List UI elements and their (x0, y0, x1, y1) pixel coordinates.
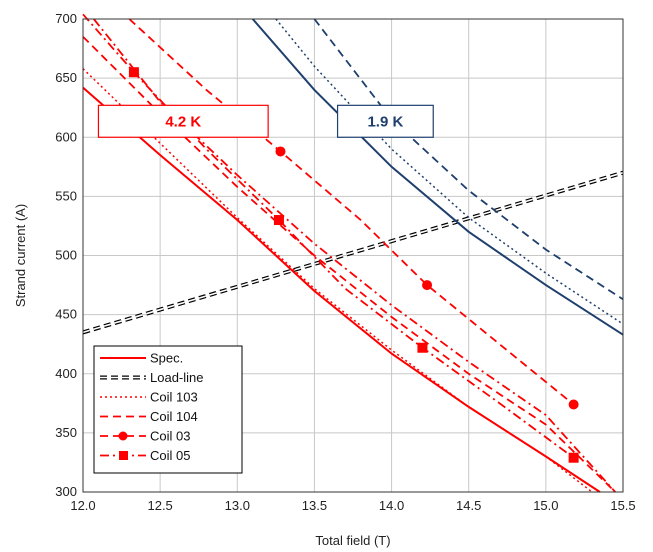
y-tick-label-0: 300 (55, 484, 77, 499)
series-line-coil-104 (82, 36, 616, 493)
legend-label-coil-104: Coil 104 (150, 409, 198, 424)
x-tick-label-4: 14.0 (379, 498, 404, 513)
y-tick-label-4: 500 (55, 248, 77, 263)
x-tick-label-5: 14.5 (456, 498, 481, 513)
plot-frame (82, 18, 624, 493)
legend-marker-coil-05 (119, 451, 128, 460)
x-tick-label-3: 13.5 (302, 498, 327, 513)
x-tick-label-2: 13.0 (225, 498, 250, 513)
legend-label-spec: Spec. (150, 351, 183, 366)
marker-coil-03-2 (568, 399, 579, 410)
x-tick-label-0: 12.0 (70, 498, 95, 513)
x-tick-label-6: 15.0 (533, 498, 558, 513)
y-tick-label-3: 450 (55, 307, 77, 322)
annotation-label-0: 4.2 K (165, 113, 201, 130)
series-line-coil-103 (82, 68, 593, 493)
y-tick-label-1: 350 (55, 425, 77, 440)
x-tick-labels: 12.0 12.5 13.0 13.5 14.0 14.5 15.0 15.5 (70, 498, 635, 513)
series-line-unlabeled-8 (275, 18, 624, 325)
series-line-unlabeled-6 (93, 18, 616, 493)
marker-coil-05-3 (568, 452, 579, 463)
marker-layer (128, 67, 579, 463)
annotation-box-0 (97, 104, 269, 138)
legend-marker-coil-03 (118, 431, 128, 441)
y-tick-label-5: 550 (55, 188, 77, 203)
marker-coil-05-1 (273, 215, 284, 226)
legend-box (93, 345, 243, 474)
x-tick-label-7: 15.5 (610, 498, 635, 513)
y-tick-labels: 300 350 400 450 500 550 600 650 700 (55, 11, 77, 499)
annotation-box-1 (336, 104, 434, 138)
marker-coil-05-2 (417, 342, 428, 353)
legend-label-load-line: Load-line (150, 370, 204, 385)
marker-coil-03-0 (275, 146, 286, 157)
legend-label-coil-03: Coil 03 (150, 429, 190, 444)
series-line-coil-03 (128, 18, 575, 406)
y-tick-label-6: 600 (55, 129, 77, 144)
y-tick-label-7: 650 (55, 70, 77, 85)
annotation-label-1: 1.9 K (367, 113, 403, 130)
series-line-coil-05 (82, 13, 575, 459)
marker-coil-05-0 (128, 67, 139, 78)
series-line-unlabeled-7 (251, 18, 624, 336)
y-tick-label-8: 700 (55, 11, 77, 26)
y-tick-label-2: 400 (55, 366, 77, 381)
annotation-layer: 4.2 K 1.9 K (97, 104, 434, 138)
legend-label-coil-103: Coil 103 (150, 390, 198, 405)
legend: Spec. Load-line Coil 103 Coil 104 Coil 03 Coi… (93, 345, 243, 474)
y-axis-label: Strand current (A) (13, 204, 28, 307)
x-tick-label-1: 12.5 (147, 498, 172, 513)
series-line-unlabeled-9 (313, 18, 624, 301)
series-layer (82, 13, 624, 493)
marker-coil-03-1 (422, 280, 433, 291)
x-axis-label: Total field (T) (315, 533, 390, 548)
series-line-load-line (82, 171, 624, 334)
legend-label-coil-05: Coil 05 (150, 448, 190, 463)
